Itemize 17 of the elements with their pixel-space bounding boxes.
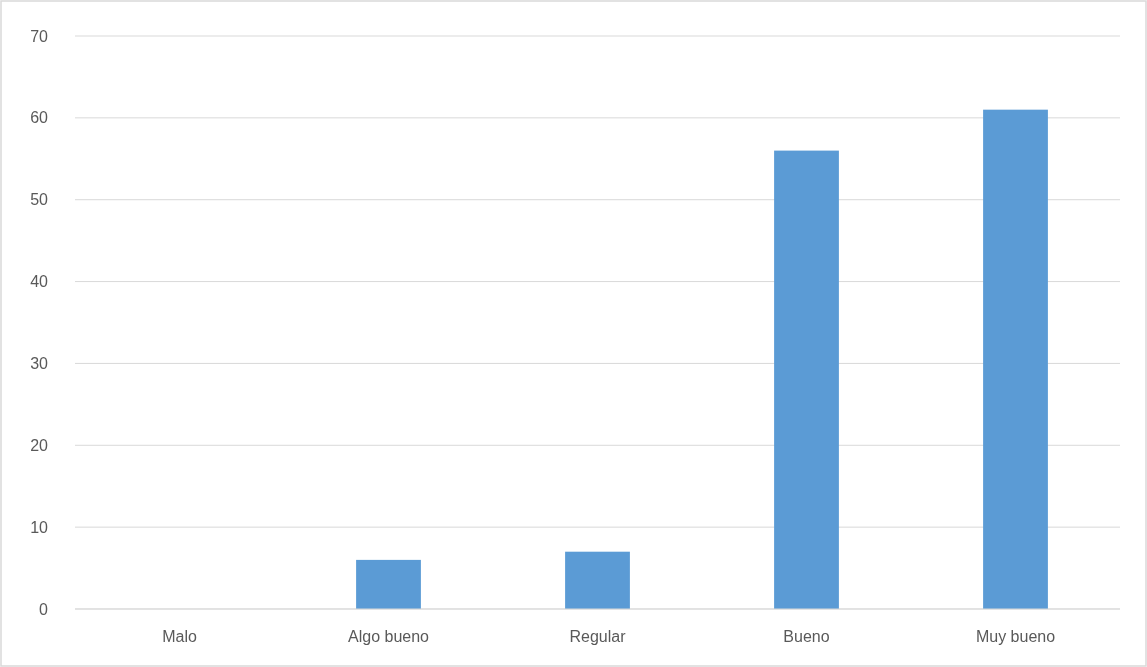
- bar: [774, 150, 839, 609]
- y-tick-label: 20: [30, 436, 49, 454]
- bar: [356, 559, 421, 609]
- x-tick-label: Bueno: [783, 628, 830, 645]
- y-tick-label: 0: [39, 600, 49, 618]
- x-tick-label: Regular: [569, 628, 627, 645]
- y-tick-label: 40: [30, 273, 49, 291]
- y-tick-label: 30: [30, 355, 49, 373]
- y-tick-label: 70: [30, 27, 49, 45]
- x-tick-label: Muy bueno: [975, 628, 1056, 645]
- bar: [983, 109, 1048, 609]
- x-tick-label: Algo bueno: [348, 628, 430, 645]
- y-tick-label: 60: [30, 109, 49, 127]
- y-tick-label: 10: [30, 518, 49, 536]
- y-tick-label: 50: [30, 191, 49, 209]
- bar: [565, 551, 630, 609]
- x-tick-label: Malo: [162, 628, 197, 645]
